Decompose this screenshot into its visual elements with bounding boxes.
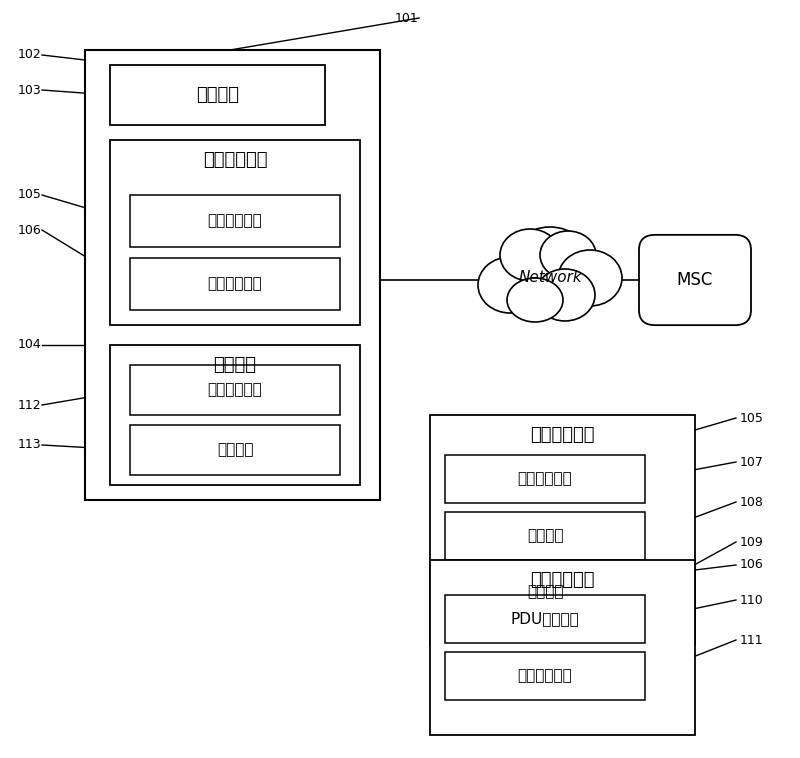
Text: 108: 108 [740, 496, 764, 509]
Bar [130, 365, 340, 415]
Text: 101: 101 [395, 11, 418, 24]
Text: 104: 104 [18, 339, 42, 352]
Text: 计时模块: 计时模块 [526, 584, 563, 600]
Ellipse shape [478, 257, 542, 313]
Ellipse shape [507, 278, 563, 322]
Text: 102: 102 [18, 49, 42, 61]
Text: 地址存储模块: 地址存储模块 [518, 669, 572, 684]
Bar [130, 195, 340, 247]
Ellipse shape [558, 250, 622, 306]
Text: 语音呼转控制: 语音呼转控制 [208, 214, 262, 228]
Bar [445, 652, 645, 700]
Bar [130, 425, 340, 475]
Text: MSC: MSC [677, 271, 713, 289]
Text: 转移指令发送: 转移指令发送 [208, 383, 262, 397]
Text: 106: 106 [18, 224, 42, 236]
Bar [430, 415, 695, 645]
Bar [445, 568, 645, 616]
FancyBboxPatch shape [639, 235, 751, 325]
Text: 105: 105 [18, 189, 42, 202]
Text: 113: 113 [18, 438, 42, 452]
Bar [430, 560, 695, 735]
Text: 107: 107 [740, 456, 764, 468]
Bar [110, 65, 325, 125]
Bar [445, 512, 645, 560]
Text: 短信发送: 短信发送 [217, 443, 254, 458]
Text: 105: 105 [740, 412, 764, 424]
Text: 111: 111 [740, 634, 764, 647]
Ellipse shape [500, 229, 560, 281]
Text: 110: 110 [740, 594, 764, 606]
Text: 109: 109 [740, 535, 764, 549]
Bar [445, 455, 645, 503]
Text: 指令构造模块: 指令构造模块 [518, 471, 572, 487]
Text: 短信呼转控制: 短信呼转控制 [530, 571, 594, 589]
Bar [85, 50, 380, 500]
Ellipse shape [540, 231, 596, 279]
Ellipse shape [508, 227, 592, 303]
Text: 发送模块: 发送模块 [214, 356, 257, 374]
Text: Network: Network [518, 271, 582, 286]
Text: 短信呼转控制: 短信呼转控制 [208, 277, 262, 292]
Text: 计算模块: 计算模块 [526, 528, 563, 543]
Bar [110, 140, 360, 325]
Text: 112: 112 [18, 399, 42, 412]
Text: 103: 103 [18, 83, 42, 96]
Text: 106: 106 [740, 559, 764, 572]
Text: 解码模块: 解码模块 [196, 86, 239, 104]
Bar [445, 595, 645, 643]
Text: PDU重构模块: PDU重构模块 [510, 612, 579, 627]
Text: 语音呼转控制: 语音呼转控制 [530, 426, 594, 444]
Ellipse shape [535, 269, 595, 321]
Bar [130, 258, 340, 310]
Bar [110, 345, 360, 485]
Text: 呼转控制模块: 呼转控制模块 [202, 151, 267, 169]
